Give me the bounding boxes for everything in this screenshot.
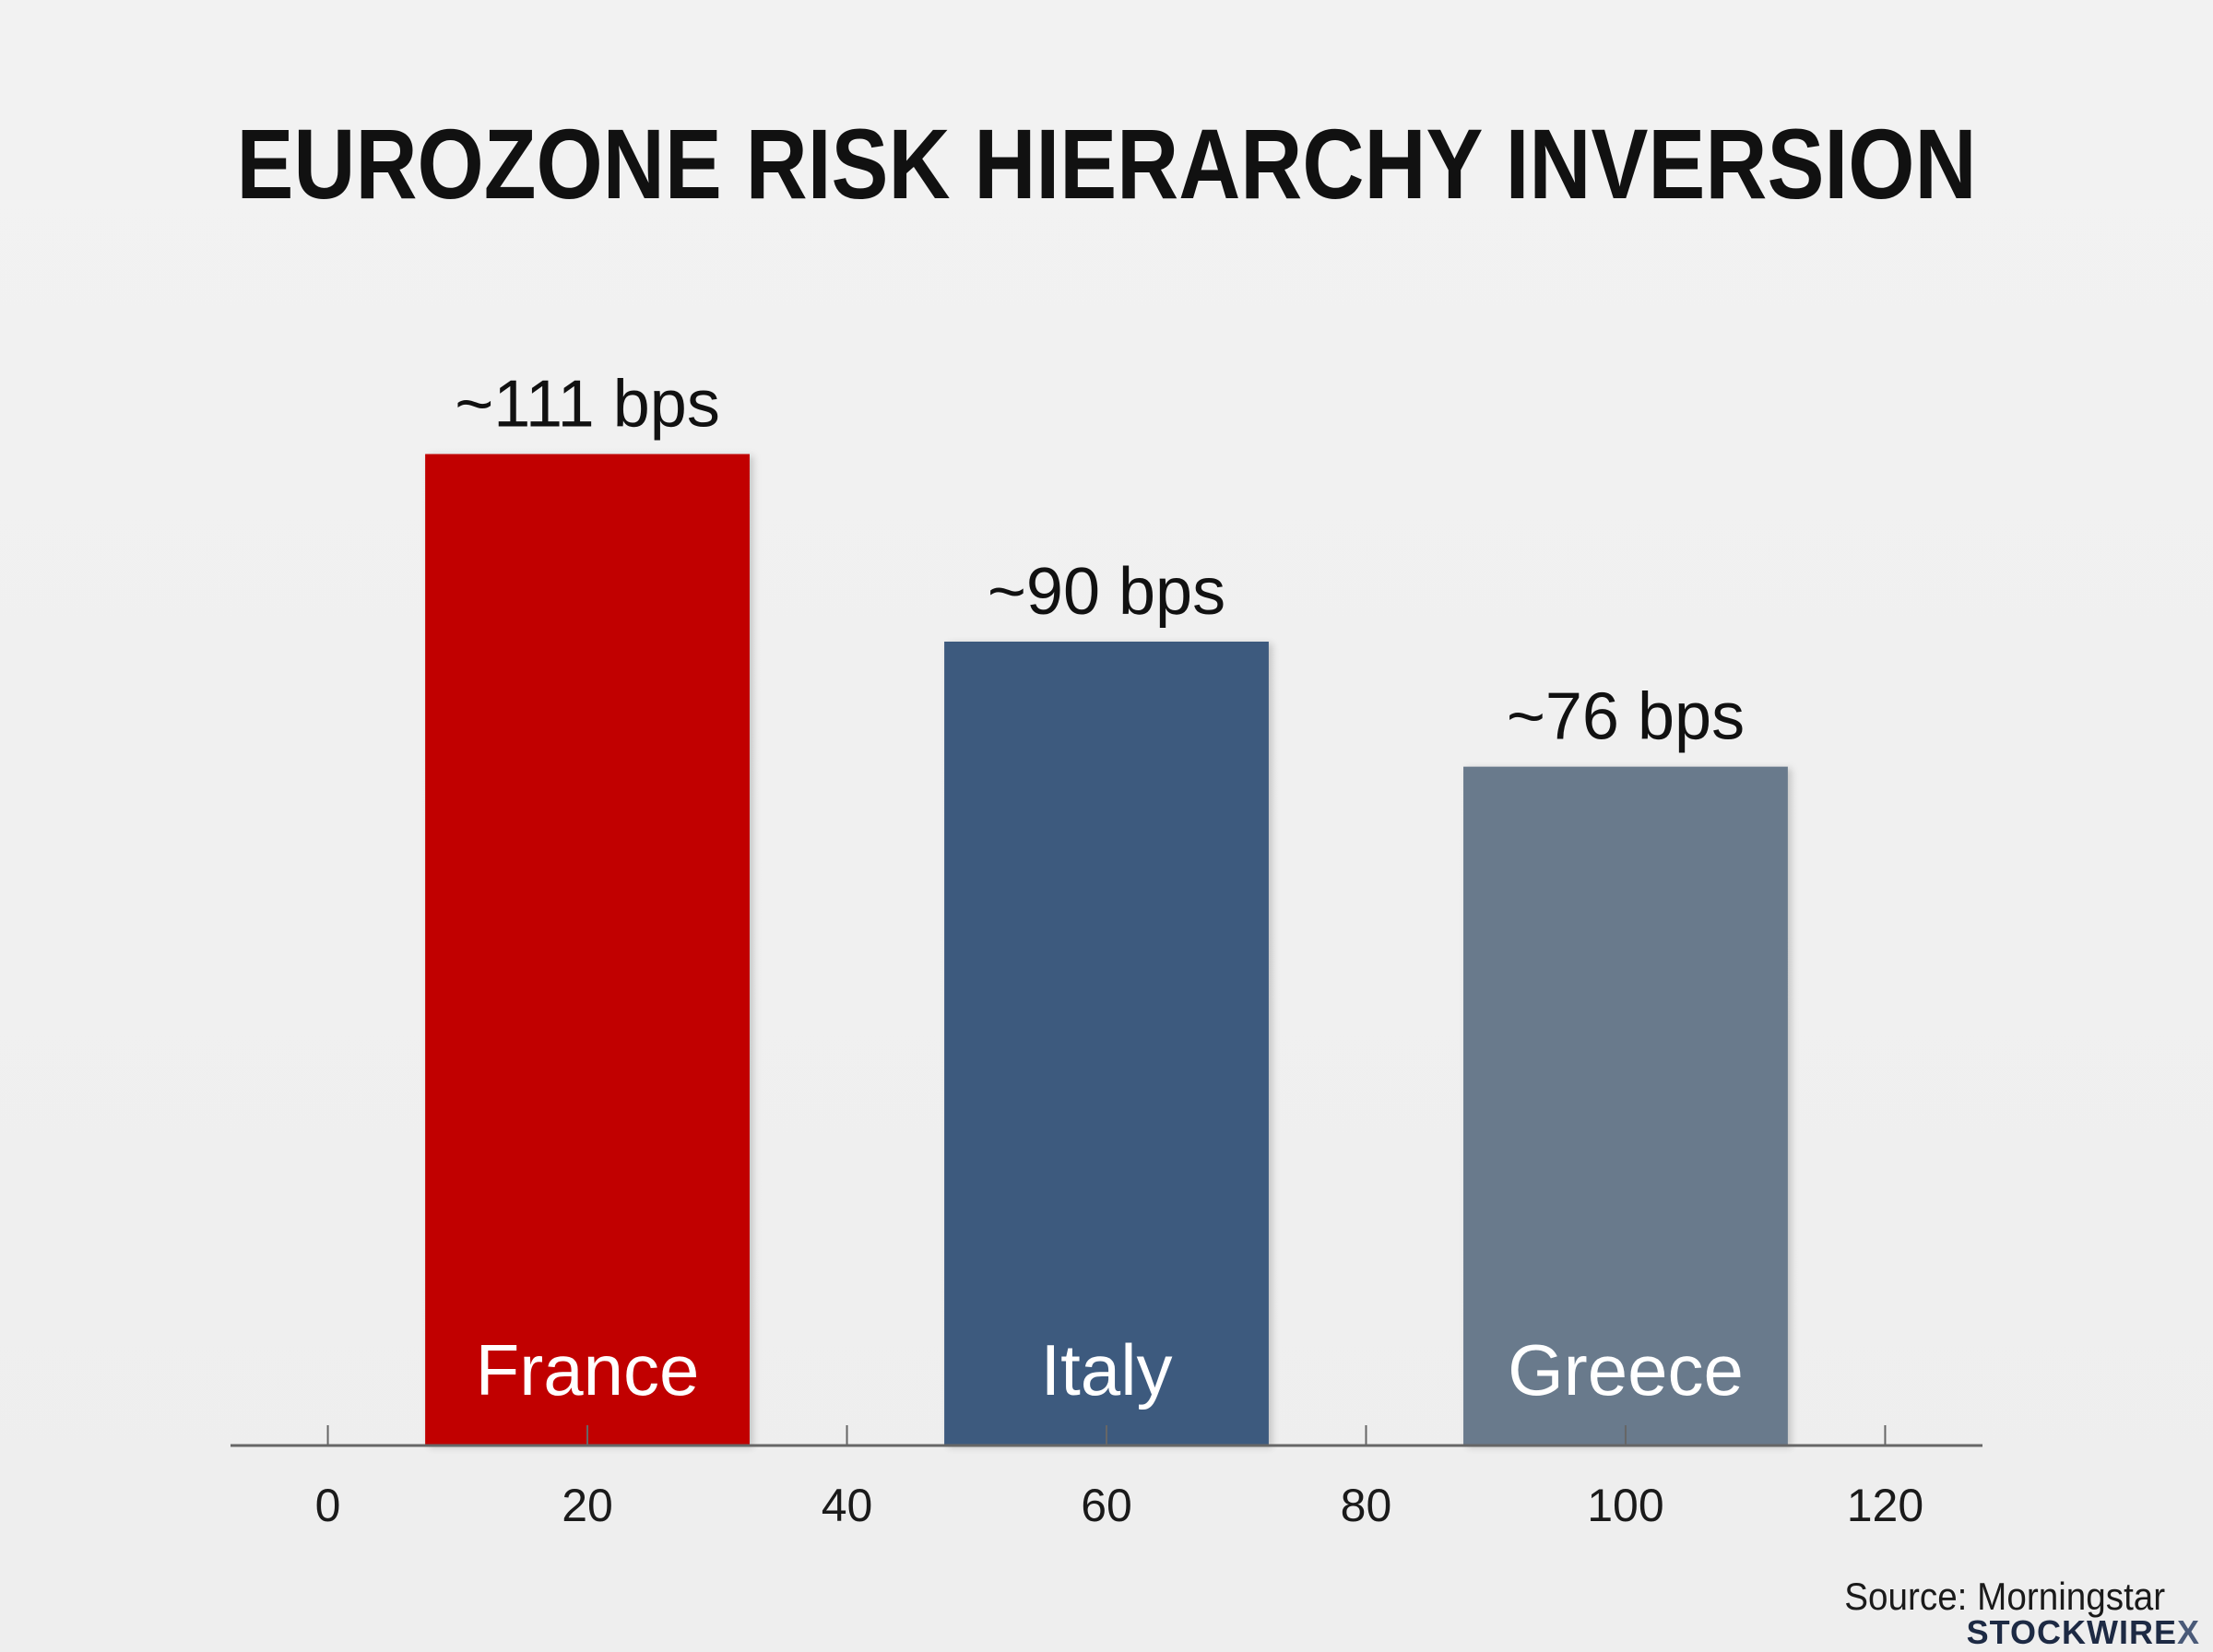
bar-label-italy: Italy (1040, 1329, 1172, 1410)
value-label-france: ~111 bps (455, 368, 720, 442)
bar-label-france: France (476, 1329, 700, 1410)
x-tick-label-80: 80 (1341, 1480, 1392, 1531)
bar-france (425, 454, 750, 1446)
brand-logo-main: STOCKWIRE (1966, 1613, 2177, 1651)
x-tick-label-40: 40 (822, 1480, 873, 1531)
value-label-italy: ~90 bps (988, 555, 1225, 629)
x-tick-label-20: 20 (562, 1480, 613, 1531)
x-tick-label-120: 120 (1847, 1480, 1923, 1531)
x-tick-label-60: 60 (1081, 1480, 1132, 1531)
bar-greece (1463, 766, 1788, 1446)
bar-italy (944, 642, 1269, 1446)
bar-label-greece: Greece (1508, 1329, 1744, 1410)
x-tick-label-0: 0 (315, 1480, 341, 1531)
brand-logo-accent: X (2176, 1613, 2200, 1651)
value-label-greece: ~76 bps (1507, 680, 1745, 754)
chart-title: EUROZONE RISK HIERARCHY INVERSION (236, 108, 1977, 219)
brand-logo: STOCKWIREX (1967, 1613, 2200, 1652)
source-note: Source: Morningstar (1844, 1575, 2165, 1618)
x-tick-label-100: 100 (1587, 1480, 1663, 1531)
